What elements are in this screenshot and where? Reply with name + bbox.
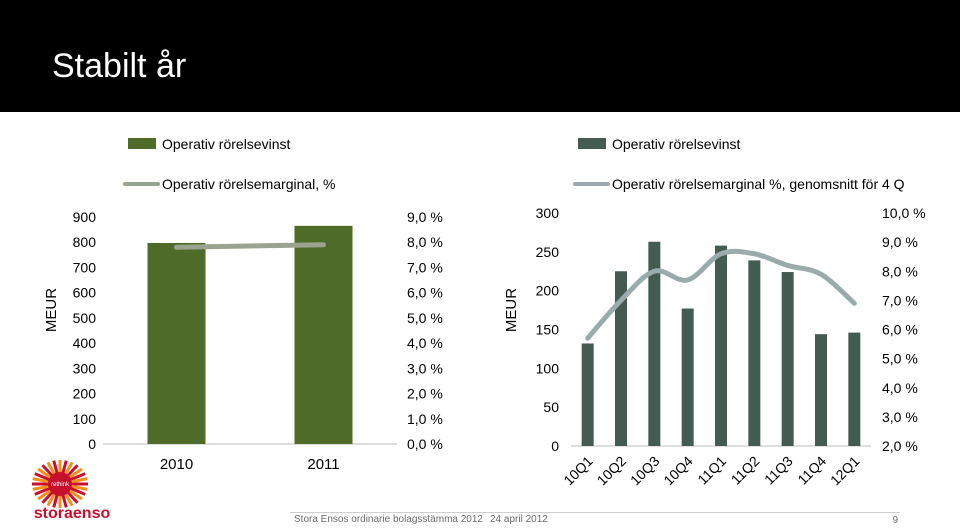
y-right-tick-label: 2,0 % [407,386,443,402]
bar [615,271,627,446]
title-bar [0,0,960,112]
y-right-tick-label: 4,0 % [407,335,443,351]
slide-title: Stabilt år [52,47,187,85]
y-right-tick-label: 10,0 % [882,205,926,221]
logo-sun-icon [32,460,88,508]
legend-label-bar: Operativ rörelsevinst [162,136,290,152]
chart-annual: Operativ rörelsevinst Operativ rörelsemar… [43,136,443,473]
footer-presentation: Stora Ensos ordinarie bolagsstämma 2012 [294,514,483,525]
bar [848,332,861,446]
y-tick-label: 300 [536,205,560,221]
y-tick-label: 700 [73,259,97,275]
y-right-tick-label: 7,0 % [882,292,918,308]
y-right-tick-label: 6,0 % [882,322,918,338]
y-right-tick-label: 5,0 % [882,351,918,367]
logo-wordmark: storaenso [34,505,111,522]
x-tick-label: 2010 [160,456,193,473]
storaenso-logo: rethink storaenso [32,460,111,522]
chart-legend: Operativ rörelsevinst Operativ rörelsemar… [573,136,905,192]
bar [681,308,694,446]
bar [781,272,794,446]
y-tick-label: 100 [536,360,560,376]
x-tick-label: 10Q4 [660,453,696,489]
y-axis-title: MEUR [43,288,60,332]
y-right-tick-label: 1,0 % [407,411,443,427]
y-right-tick-label: 4,0 % [882,380,918,396]
legend-label-line: Operativ rörelsemarginal, % [162,176,336,192]
y-tick-label: 600 [73,285,97,301]
legend-swatch-bar [128,138,156,149]
bar [294,225,353,444]
y-tick-label: 200 [536,283,560,299]
y-tick-label: 200 [73,386,97,402]
y-tick-label: 150 [536,322,560,338]
x-tick-label: 10Q3 [627,453,663,489]
y-right-tick-label: 3,0 % [882,409,918,425]
footer-rule [290,512,900,513]
y-right-tick-label: 6,0 % [407,285,443,301]
y-tick-label: 0 [551,438,559,454]
y-right-tick-label: 5,0 % [407,310,443,326]
y-tick-label: 100 [73,411,97,427]
bar [581,343,594,446]
x-tick-label: 11Q4 [794,453,829,488]
y-tick-label: 400 [73,335,97,351]
x-tick-label: 2011 [307,456,339,473]
legend-label-bar: Operativ rörelsevinst [612,136,740,152]
legend-swatch-bar [578,138,606,149]
x-tick-label: 11Q1 [694,453,729,488]
y-tick-label: 900 [73,209,97,225]
logo-tagline: rethink [51,482,70,488]
y-axis-title: MEUR [503,288,520,332]
chart-legend: Operativ rörelsevinst Operativ rörelsemar… [123,136,336,192]
y-tick-label: 800 [73,234,97,250]
footer-date: 24 april 2012 [490,514,548,525]
bar [815,334,827,446]
margin-line [174,242,326,250]
x-tick-label: 11Q3 [761,453,796,488]
x-tick-label: 11Q2 [728,453,763,488]
y-tick-label: 250 [536,244,560,260]
bar [147,242,206,444]
legend-label-line: Operativ rörelsemarginal %, genomsnitt f… [612,176,905,192]
bar [648,241,661,446]
y-right-tick-label: 9,0 % [407,209,443,225]
y-right-tick-label: 8,0 % [882,263,918,279]
y-right-tick-label: 8,0 % [407,234,443,250]
page-number: 9 [892,515,898,526]
y-right-tick-label: 3,0 % [407,360,443,376]
x-tick-label: 10Q1 [560,453,596,489]
y-tick-label: 50 [543,399,559,415]
y-tick-label: 0 [88,436,96,452]
bar [715,245,727,446]
x-tick-label: 10Q2 [594,453,630,489]
chart-quarterly: Operativ rörelsevinst Operativ rörelsemar… [503,136,926,489]
y-right-tick-label: 9,0 % [882,234,918,250]
y-right-tick-label: 0,0 % [407,436,443,452]
y-tick-label: 500 [73,310,97,326]
y-tick-label: 300 [73,360,97,376]
y-right-tick-label: 7,0 % [407,259,443,275]
x-tick-label: 12Q1 [827,453,863,489]
y-right-tick-label: 2,0 % [882,438,918,454]
bar [748,260,761,446]
